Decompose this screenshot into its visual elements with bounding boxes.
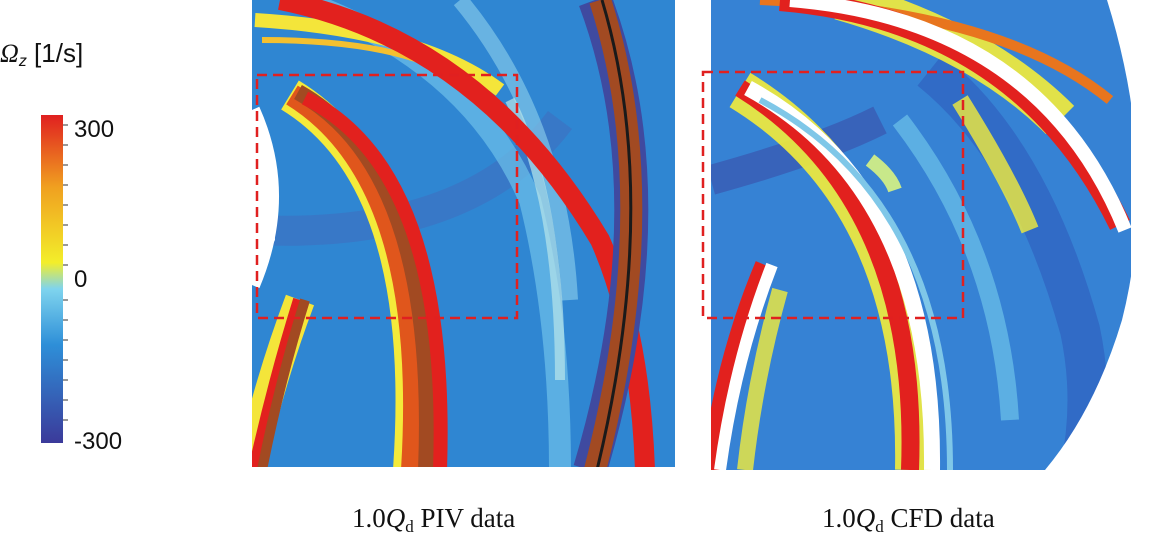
cfd-highlight-box — [701, 70, 965, 320]
colorbar-minor-ticks — [63, 124, 68, 421]
colorbar-tick-zero: 0 — [74, 266, 88, 293]
piv-heatmap — [252, 0, 675, 467]
cfd-heatmap — [711, 0, 1132, 470]
colorbar-tick-min: -300 — [74, 428, 123, 455]
piv-highlight-box — [255, 73, 519, 320]
colorbar-tick-max: 300 — [74, 116, 115, 143]
piv-caption: 1.0Qd PIV data — [352, 503, 516, 536]
colorbar — [41, 115, 63, 443]
cfd-caption: 1.0Qd CFD data — [822, 503, 995, 536]
colorbar-title: Ωz [1/s] — [0, 38, 84, 70]
